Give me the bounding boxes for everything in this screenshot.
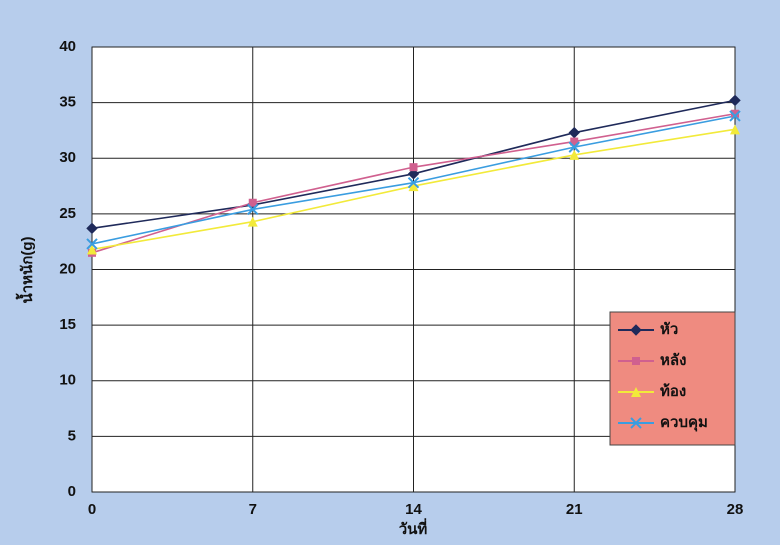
y-tick-label: 35	[59, 94, 76, 111]
x-tick-label: 28	[727, 501, 744, 518]
legend-label: ควบคุม	[660, 414, 708, 432]
y-tick-label: 40	[59, 38, 76, 55]
y-tick-label: 25	[59, 205, 76, 222]
legend-marker	[630, 324, 642, 336]
data-point	[570, 137, 579, 146]
data-point	[407, 177, 420, 189]
data-point	[568, 141, 580, 153]
data-point	[730, 124, 740, 135]
y-tick-label: 5	[68, 427, 76, 444]
legend-label: หัว	[660, 321, 678, 338]
data-point	[729, 94, 741, 107]
y-axis-label: น้ำหนัก(g)	[15, 236, 36, 303]
data-point	[409, 163, 418, 172]
x-tick-label: 14	[405, 501, 422, 518]
y-tick-label: 30	[59, 149, 76, 166]
x-tick-label: 7	[249, 501, 257, 518]
y-tick-label: 20	[59, 260, 76, 277]
data-point	[247, 203, 259, 216]
data-point	[247, 216, 258, 227]
y-tick-label: 10	[59, 372, 76, 389]
legend-marker	[631, 387, 641, 397]
data-point	[86, 238, 98, 250]
data-point	[87, 244, 97, 255]
legend-label: หลัง	[660, 352, 686, 369]
data-point	[731, 109, 739, 118]
data-point	[408, 181, 419, 192]
data-point	[86, 222, 98, 235]
data-point	[248, 198, 257, 207]
data-point	[729, 110, 741, 122]
y-tick-label: 0	[68, 483, 76, 500]
y-tick-label: 15	[59, 316, 76, 333]
legend-marker	[632, 357, 640, 365]
legend-marker	[630, 417, 642, 429]
data-point	[407, 168, 420, 180]
x-tick-label: 0	[88, 501, 96, 518]
x-axis-label: วันที่	[399, 518, 428, 538]
data-point	[569, 149, 580, 160]
legend-label: ท้อง	[660, 383, 686, 400]
x-tick-label: 21	[566, 501, 583, 518]
